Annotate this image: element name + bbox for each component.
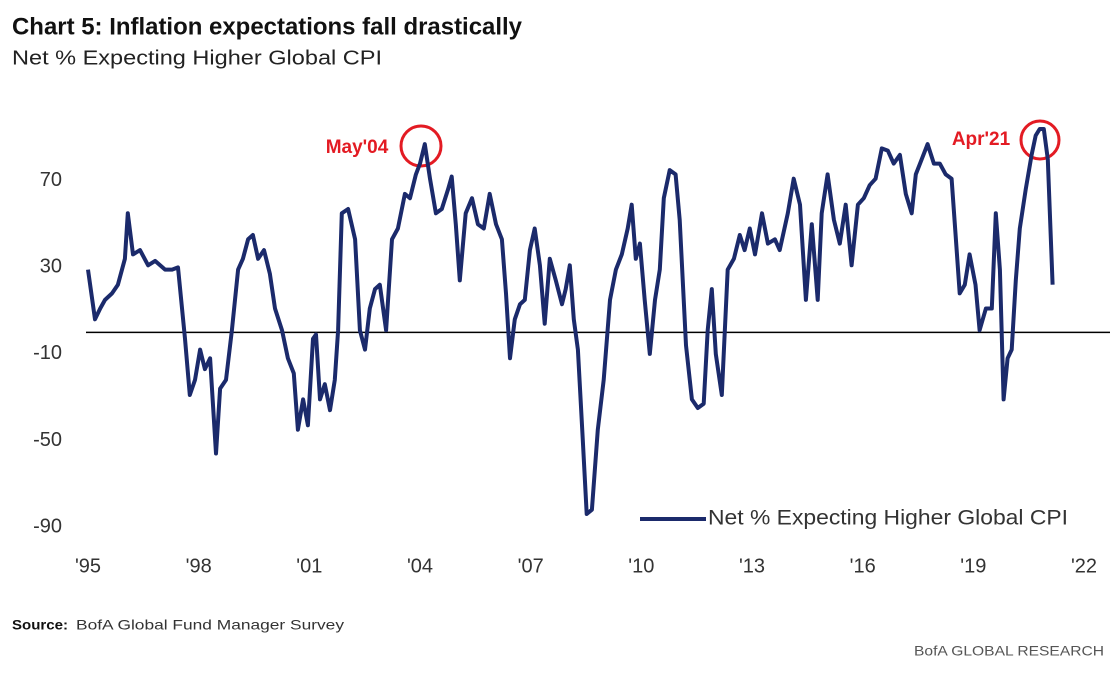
series-line <box>86 127 1055 516</box>
y-tick-label: -50 <box>33 429 62 451</box>
highlight-circle <box>1019 119 1061 161</box>
annotation: May'04 <box>326 137 389 158</box>
credit: BofA GLOBAL RESEARCH <box>914 643 1104 659</box>
x-tick-label: '22 <box>1071 555 1097 577</box>
chart-subtitle: Net % Expecting Higher Global CPI <box>12 47 382 69</box>
x-tick-label: '07 <box>518 555 544 577</box>
x-tick-label: '95 <box>75 555 101 577</box>
source: BofA Global Fund Manager Survey <box>76 617 344 633</box>
x-tick-label: '01 <box>296 555 322 577</box>
x-tick-label: '04 <box>407 555 433 577</box>
x-tick-label: '19 <box>960 555 986 577</box>
legend-label: Net % Expecting Higher Global CPI <box>708 507 1068 530</box>
x-tick-label: '10 <box>628 555 654 577</box>
x-tick-label: '16 <box>850 555 876 577</box>
y-tick-label: 70 <box>40 169 62 191</box>
annotation: Apr'21 <box>952 129 1011 150</box>
y-tick-label: 30 <box>40 256 62 278</box>
source-label: Source: <box>12 617 68 633</box>
y-tick-label: -10 <box>33 342 62 364</box>
y-tick-label: -90 <box>33 515 62 537</box>
x-tick-label: '98 <box>186 555 212 577</box>
chart-title: Chart 5: Inflation expectations fall dra… <box>12 13 523 40</box>
x-tick-label: '13 <box>739 555 765 577</box>
